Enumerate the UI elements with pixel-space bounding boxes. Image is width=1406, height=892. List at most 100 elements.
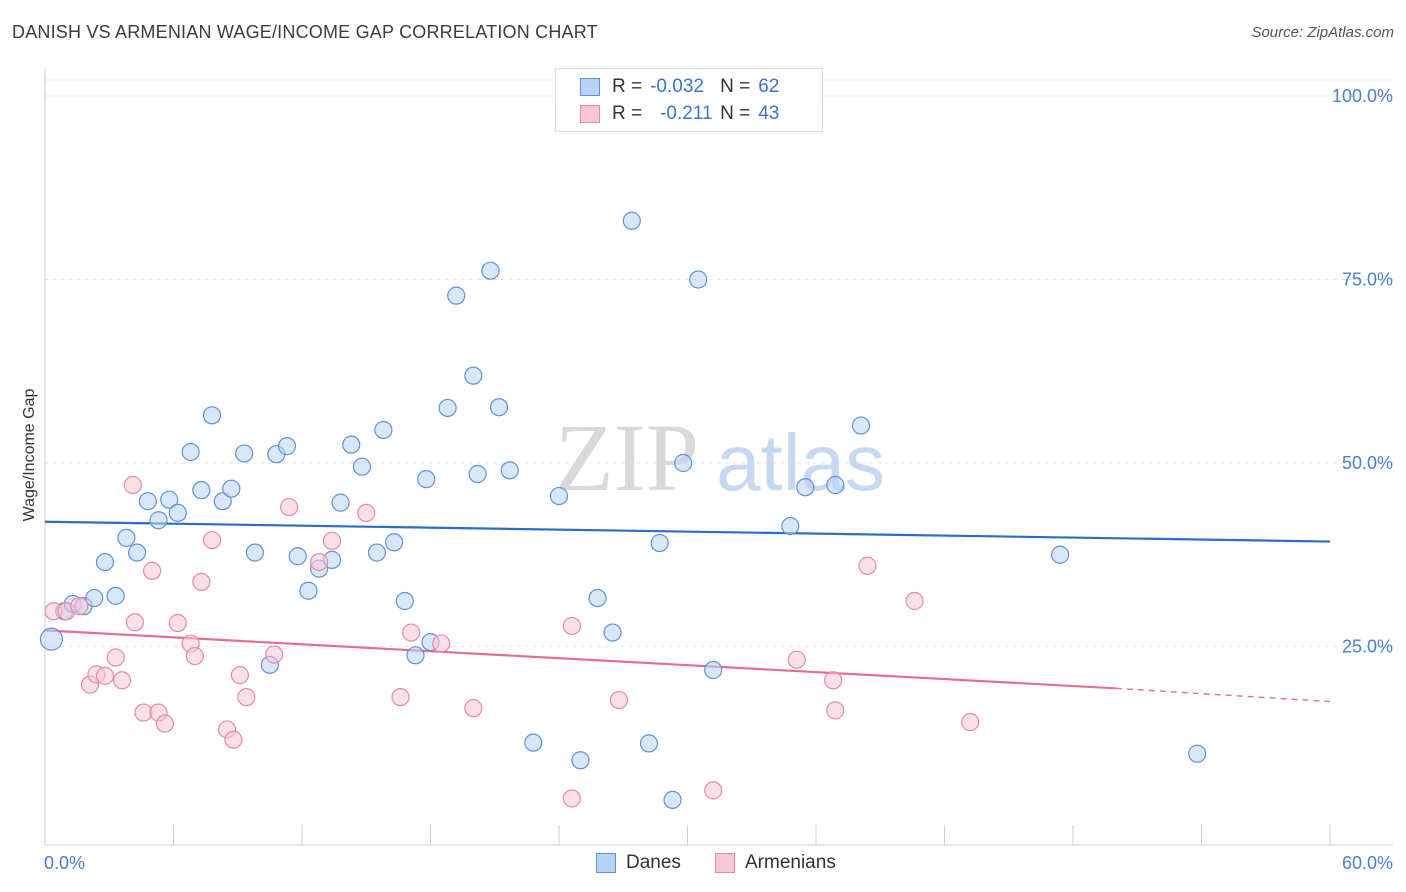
- x-tick-label: 0.0%: [44, 853, 85, 873]
- data-point-danes: [1188, 744, 1207, 763]
- data-point-danes: [384, 533, 404, 552]
- data-point-armenians: [224, 730, 243, 749]
- data-point-armenians: [858, 556, 877, 575]
- data-point-armenians: [961, 713, 980, 732]
- data-point-danes: [39, 627, 64, 651]
- data-point-danes: [796, 478, 815, 497]
- data-point-danes: [138, 492, 157, 511]
- data-point-danes: [468, 464, 487, 484]
- legend-n-value: 43: [758, 103, 780, 124]
- data-point-armenians: [562, 616, 581, 636]
- trend-line-armenians: [44, 629, 1116, 690]
- stats-legend: R = -0.032 N = 62 R = -0.211 N = 43: [555, 68, 823, 132]
- data-point-armenians: [125, 613, 145, 632]
- data-point-danes: [489, 398, 509, 417]
- data-point-danes: [588, 588, 607, 608]
- data-point-armenians: [230, 666, 249, 685]
- data-point-danes: [127, 543, 147, 562]
- legend-label-danes: Danes: [626, 852, 681, 873]
- data-point-danes: [342, 435, 361, 454]
- data-point-danes: [95, 552, 115, 572]
- data-point-danes: [650, 533, 669, 553]
- data-point-armenians: [168, 613, 187, 633]
- data-point-danes: [222, 479, 241, 498]
- data-point-danes: [367, 543, 387, 562]
- grid-lines: [45, 79, 1393, 647]
- data-point-danes: [235, 444, 254, 463]
- legend-item-armenians[interactable]: Armenians: [715, 852, 836, 874]
- data-point-danes: [299, 581, 318, 600]
- legend-row-danes: R = -0.032 N = 62: [580, 75, 779, 99]
- watermark: ZIP atlas: [555, 404, 885, 511]
- data-point-danes: [85, 588, 104, 608]
- data-points: [39, 211, 1207, 810]
- data-point-danes: [117, 528, 136, 547]
- trend-lines: [44, 520, 1331, 703]
- x-tick-label: 60.0%: [1342, 853, 1393, 873]
- legend-row-armenians: R = -0.211 N = 43: [580, 102, 779, 126]
- watermark-zip: ZIP: [555, 404, 699, 511]
- data-point-armenians: [310, 552, 329, 572]
- data-point-danes: [447, 286, 466, 305]
- legend-swatch-armenians: [580, 105, 600, 123]
- legend-n-label: N =: [720, 76, 751, 97]
- data-point-danes: [524, 733, 543, 752]
- axes: [44, 68, 1393, 846]
- tick-labels: 100.0% 75.0% 50.0% 25.0% 0.0% 60.0%: [44, 86, 1393, 873]
- legend-n-value: 62: [758, 76, 780, 97]
- data-point-danes: [417, 470, 436, 489]
- data-point-danes: [1051, 545, 1070, 564]
- data-point-danes: [481, 261, 500, 280]
- data-point-danes: [352, 457, 372, 476]
- data-point-danes: [704, 660, 723, 680]
- data-point-armenians: [106, 648, 125, 667]
- data-point-armenians: [826, 701, 845, 720]
- legend-n-label: N =: [720, 103, 751, 124]
- data-point-danes: [603, 623, 622, 642]
- trend-line-extension: [1115, 687, 1331, 703]
- data-point-danes: [106, 586, 125, 605]
- source-label: Source: ZipAtlas.com: [1251, 24, 1394, 41]
- y-axis-title: Wage/Income Gap: [21, 389, 38, 522]
- legend-swatch-armenians: [715, 853, 735, 873]
- data-point-danes: [149, 511, 168, 530]
- data-point-danes: [331, 493, 350, 512]
- data-point-danes: [277, 437, 297, 456]
- data-point-armenians: [70, 597, 89, 616]
- data-point-armenians: [905, 591, 924, 611]
- data-point-danes: [639, 734, 659, 753]
- data-point-armenians: [155, 714, 175, 733]
- data-point-armenians: [123, 475, 142, 495]
- data-point-armenians: [464, 699, 483, 718]
- data-point-danes: [288, 547, 307, 566]
- data-point-danes: [160, 490, 179, 509]
- trend-line-danes: [44, 520, 1331, 543]
- data-point-armenians: [562, 789, 581, 808]
- series-legend: Danes Armenians: [0, 852, 1406, 878]
- data-point-armenians: [357, 503, 376, 523]
- y-tick-label: 50.0%: [1342, 453, 1393, 473]
- data-point-armenians: [322, 531, 342, 550]
- data-point-danes: [464, 366, 483, 385]
- data-point-danes: [851, 416, 871, 435]
- data-point-danes: [781, 517, 800, 536]
- data-point-danes: [406, 646, 425, 665]
- legend-label-armenians: Armenians: [745, 852, 836, 873]
- data-point-danes: [663, 790, 682, 810]
- y-tick-label: 25.0%: [1342, 637, 1393, 657]
- data-point-danes: [374, 420, 393, 440]
- data-point-armenians: [824, 671, 843, 690]
- data-point-danes: [202, 406, 222, 425]
- legend-swatch-danes: [596, 853, 616, 873]
- data-point-armenians: [787, 650, 806, 669]
- data-point-armenians: [432, 634, 451, 653]
- data-point-armenians: [391, 688, 410, 707]
- legend-item-danes[interactable]: Danes: [596, 852, 681, 874]
- data-point-armenians: [202, 530, 222, 550]
- legend-swatch-danes: [580, 78, 600, 96]
- data-point-danes: [622, 211, 641, 230]
- data-point-armenians: [609, 690, 629, 710]
- data-point-danes: [395, 591, 414, 611]
- data-point-danes: [674, 453, 693, 473]
- data-point-armenians: [185, 646, 205, 666]
